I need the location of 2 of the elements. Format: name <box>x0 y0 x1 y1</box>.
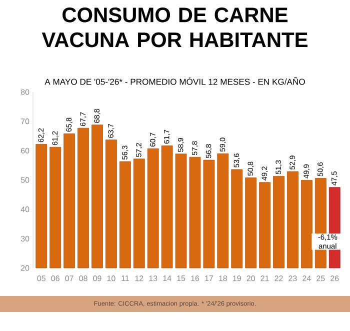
chart-title: CONSUMO DE CARNE VACUNA POR HABITANTE <box>42 8 308 48</box>
chart-subtitle: A MAYO DE '05-'26* - PROMEDIO MÓVIL 12 MESES - EN KG/AÑO <box>44 77 305 85</box>
